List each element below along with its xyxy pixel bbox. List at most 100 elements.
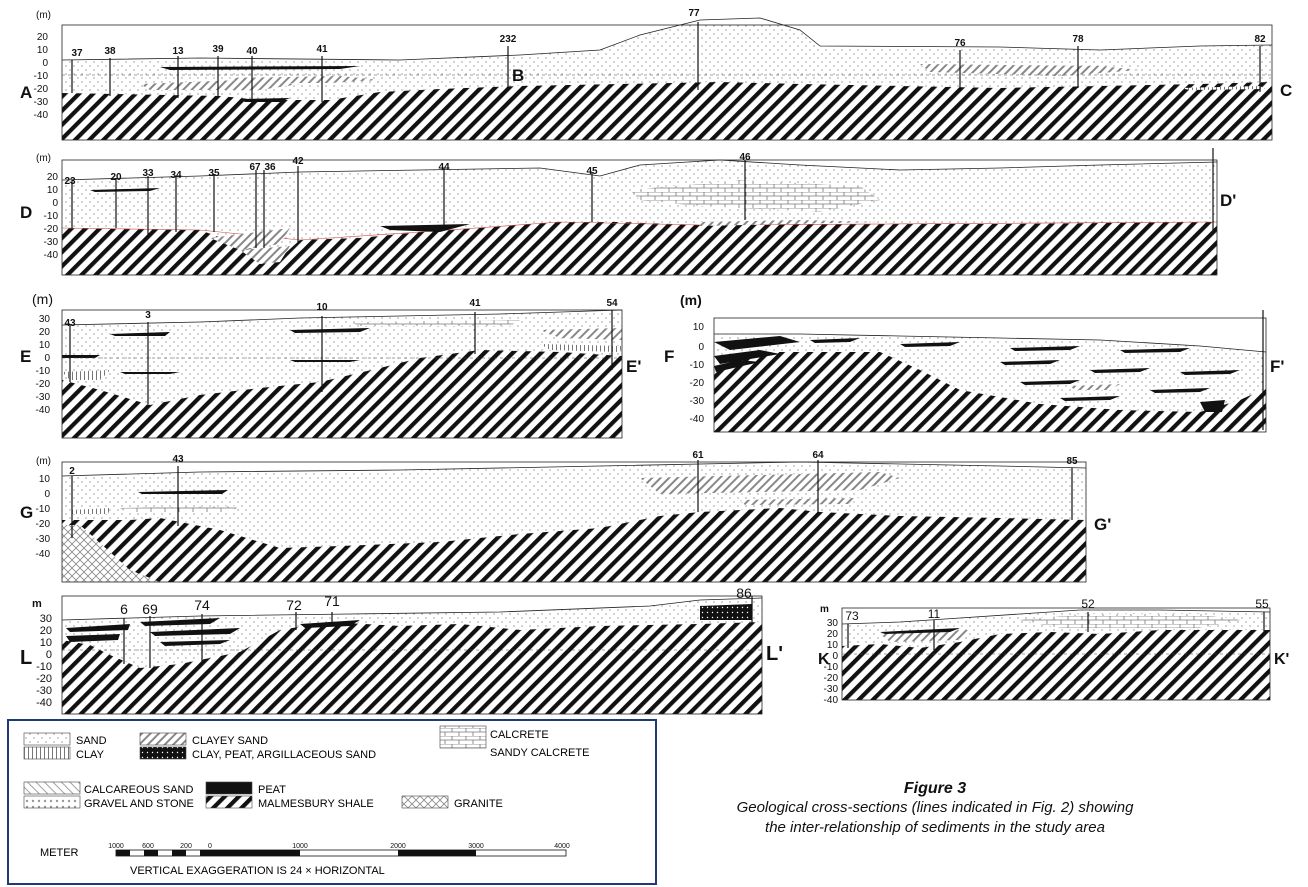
section-k-k: m 30 20 10 0 -10 -20 -30 -40 73 11 52 55… <box>818 597 1289 706</box>
legend-label: SANDY CALCRETE <box>490 747 589 759</box>
section-d-d: (m) 20 10 0 -10 -20 -30 -40 23 20 33 34 … <box>20 148 1236 276</box>
section-a-c: (m) 20 10 0 -10 -20 -30 -40 37 38 13 39 … <box>20 8 1292 141</box>
tick-label: -30 <box>44 237 59 248</box>
legend-label: MALMESBURY SHALE <box>258 798 374 810</box>
section-end-label: F' <box>1270 357 1284 376</box>
legend-swatch-granite <box>401 795 449 809</box>
section-end-label: C <box>1280 81 1292 100</box>
scale-tick: 2000 <box>390 843 406 850</box>
well-label: 55 <box>1255 597 1269 611</box>
well-label: 72 <box>286 597 302 613</box>
well-label: 43 <box>64 318 76 329</box>
scale-label: METER <box>40 847 79 859</box>
tick-label: -40 <box>34 110 49 121</box>
scale-tick: 4000 <box>554 843 570 850</box>
legend-swatch-sand <box>23 732 71 746</box>
tick-label: 0 <box>52 198 58 209</box>
section-g-g: (m) 10 0 -10 -20 -30 -40 2 43 61 64 85 G… <box>20 450 1111 583</box>
tick-label: 10 <box>693 322 705 333</box>
well-label: 44 <box>438 162 450 173</box>
section-end-label: G' <box>1094 515 1111 534</box>
tick-label: 20 <box>40 625 52 637</box>
legend-swatch-clay-peat <box>139 746 187 760</box>
tick-label: -30 <box>36 392 51 403</box>
section-start-label: A <box>20 83 32 102</box>
well-label: 71 <box>324 593 340 609</box>
tick-label: -20 <box>44 224 59 235</box>
tick-label: 20 <box>37 32 49 43</box>
tick-label: -10 <box>36 366 51 377</box>
well-label: 41 <box>469 298 481 309</box>
axis-unit: (m) <box>32 291 53 307</box>
section-start-label: D <box>20 203 32 222</box>
tick-label: 30 <box>40 613 52 625</box>
well-label: 73 <box>845 609 859 623</box>
topography-line <box>61 17 1273 61</box>
tick-label: 10 <box>39 474 51 485</box>
tick-label: -10 <box>34 71 49 82</box>
tick-label: -40 <box>36 405 51 416</box>
well-label: 67 <box>249 162 261 173</box>
scale-tick: 200 <box>180 843 192 850</box>
axis-unit: (m) <box>36 153 51 164</box>
tick-label: -30 <box>824 684 839 695</box>
section-end-label: K' <box>1274 651 1289 668</box>
well-label: 76 <box>954 38 966 49</box>
well-label: 85 <box>1066 456 1078 467</box>
tick-label: 10 <box>39 340 51 351</box>
well-label: 2 <box>69 466 75 477</box>
tick-label: 0 <box>44 353 50 364</box>
section-e-e: (m) 30 20 10 0 -10 -20 -30 -40 43 3 10 4… <box>20 291 641 439</box>
well-lines <box>71 22 1261 104</box>
tick-label: 20 <box>47 172 59 183</box>
section-end-label: E' <box>626 357 641 376</box>
section-end-label: L' <box>766 643 783 665</box>
well-label: 37 <box>71 48 83 59</box>
tick-label: -10 <box>36 504 51 515</box>
section-start-label: K <box>818 651 830 668</box>
axis-unit: m <box>32 598 42 610</box>
section-end-label: D' <box>1220 191 1236 210</box>
well-label: 46 <box>739 152 751 163</box>
well-label: 232 <box>500 34 517 45</box>
figure-title: Figure 3 <box>903 780 967 797</box>
well-label: 69 <box>142 601 158 617</box>
section-start-label: L <box>20 647 32 669</box>
axis-unit: (m) <box>36 10 51 21</box>
axis-unit: (m) <box>36 456 51 467</box>
tick-label: -10 <box>44 211 59 222</box>
well-label: 42 <box>292 156 304 167</box>
scale-tick: 1000 <box>108 843 124 850</box>
tick-label: 0 <box>46 649 52 661</box>
well-label: 74 <box>194 597 210 613</box>
section-l-l: m 30 20 10 0 -10 -20 -30 -40 6 69 74 72 … <box>20 585 783 715</box>
tick-label: -30 <box>34 97 49 108</box>
well-label: 10 <box>316 302 328 313</box>
tick-label: 0 <box>832 651 838 662</box>
scale-tick: 600 <box>142 843 154 850</box>
section-start-label: E <box>20 347 31 366</box>
well-label: 13 <box>172 46 184 57</box>
tick-label: 0 <box>698 342 704 353</box>
tick-label: -10 <box>36 661 52 673</box>
tick-label: 20 <box>39 327 51 338</box>
scale-tick: 1000 <box>292 843 308 850</box>
tick-label: 10 <box>47 185 59 196</box>
well-label: 41 <box>316 44 328 55</box>
scale-bar: METER 1000 600 200 0 1000 2000 3000 4000… <box>40 843 570 877</box>
tick-label: -10 <box>690 360 705 371</box>
legend-swatch-calcareous-sand <box>23 781 81 795</box>
well-label: 61 <box>692 450 704 461</box>
legend-swatch-clay <box>23 746 71 760</box>
tick-label: -40 <box>690 414 705 425</box>
tick-label: -20 <box>34 84 49 95</box>
section-start-label: G <box>20 503 33 522</box>
well-label: 82 <box>1254 34 1266 45</box>
well-label: 36 <box>264 162 276 173</box>
tick-label: -20 <box>36 673 52 685</box>
tick-label: -30 <box>36 685 52 697</box>
tick-label: -30 <box>36 534 51 545</box>
scale-tick: 0 <box>208 843 212 850</box>
scale-tick: 3000 <box>468 843 484 850</box>
